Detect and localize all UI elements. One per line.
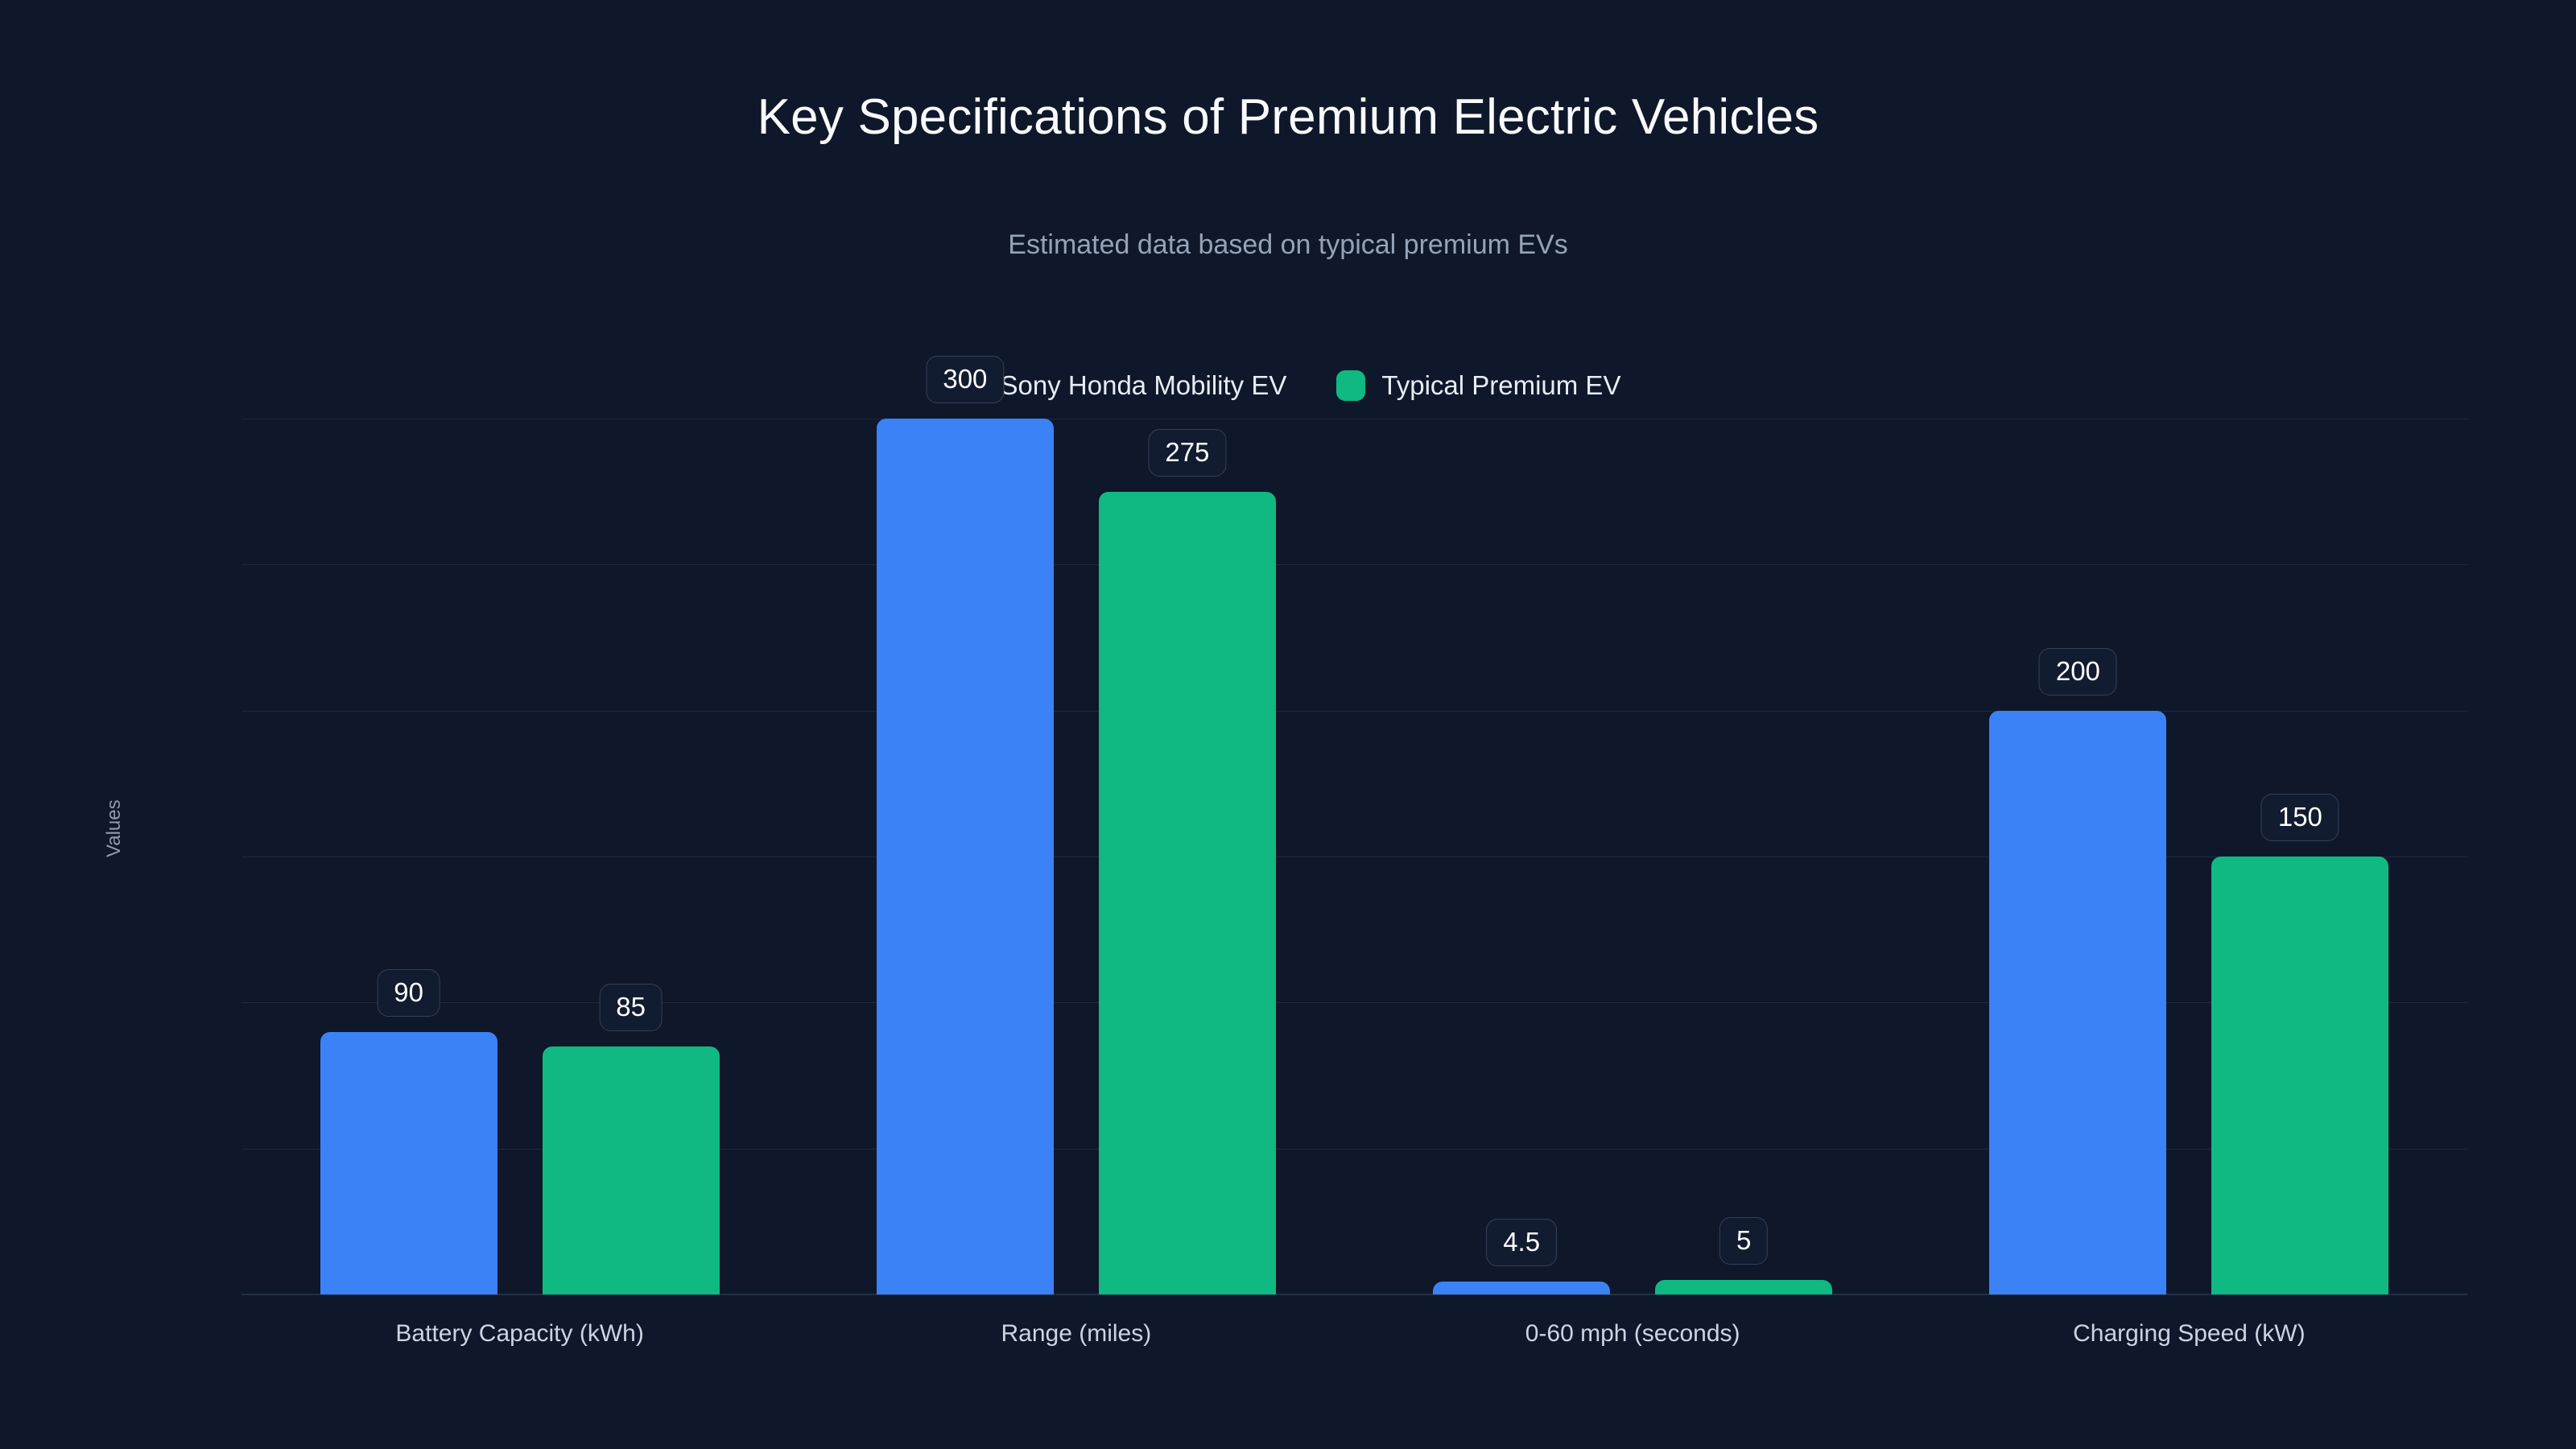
bar[interactable] bbox=[320, 1031, 497, 1294]
legend-label-series-1: Typical Premium EV bbox=[1381, 370, 1621, 400]
x-axis-tick-label: Battery Capacity (kWh) bbox=[395, 1320, 644, 1347]
bar[interactable] bbox=[1098, 491, 1276, 1294]
bar-value-label: 85 bbox=[599, 983, 663, 1031]
legend-item-series-0[interactable]: Sony Honda Mobility EV bbox=[955, 370, 1287, 401]
legend-label-series-0: Sony Honda Mobility EV bbox=[1000, 370, 1287, 400]
bar-value-label: 300 bbox=[926, 356, 1005, 403]
bar-value-label: 5 bbox=[1719, 1216, 1769, 1265]
x-axis-baseline bbox=[242, 1294, 2467, 1295]
plot-area bbox=[242, 419, 2467, 1295]
gridline bbox=[242, 564, 2467, 566]
bar[interactable] bbox=[876, 419, 1054, 1294]
y-axis-label: Values bbox=[103, 799, 125, 857]
bar[interactable] bbox=[1655, 1279, 1833, 1294]
chart-legend: Sony Honda Mobility EV Typical Premium E… bbox=[0, 370, 2576, 401]
gridline bbox=[242, 710, 2467, 712]
legend-item-series-1[interactable]: Typical Premium EV bbox=[1336, 370, 1620, 401]
gridline bbox=[242, 1148, 2467, 1150]
chart-subtitle: Estimated data based on typical premium … bbox=[1008, 229, 1568, 260]
bar[interactable] bbox=[542, 1046, 720, 1294]
bar-value-label: 150 bbox=[2260, 794, 2339, 841]
x-axis-tick-label: Charging Speed (kW) bbox=[2073, 1320, 2306, 1347]
x-axis-tick-label: 0-60 mph (seconds) bbox=[1525, 1320, 1740, 1347]
bar-value-label: 200 bbox=[2038, 647, 2117, 696]
gridline bbox=[242, 1002, 2467, 1004]
bar-value-label: 90 bbox=[377, 968, 440, 1017]
legend-swatch-icon-series-1 bbox=[1336, 370, 1366, 401]
bar[interactable] bbox=[1989, 710, 2167, 1294]
bar-value-label: 275 bbox=[1148, 428, 1227, 477]
chart-title: Key Specifications of Premium Electric V… bbox=[757, 89, 1819, 145]
bar-value-label: 4.5 bbox=[1486, 1218, 1558, 1266]
bar[interactable] bbox=[1433, 1281, 1611, 1294]
bar[interactable] bbox=[2211, 857, 2389, 1294]
x-axis-tick-label: Range (miles) bbox=[1001, 1320, 1152, 1347]
